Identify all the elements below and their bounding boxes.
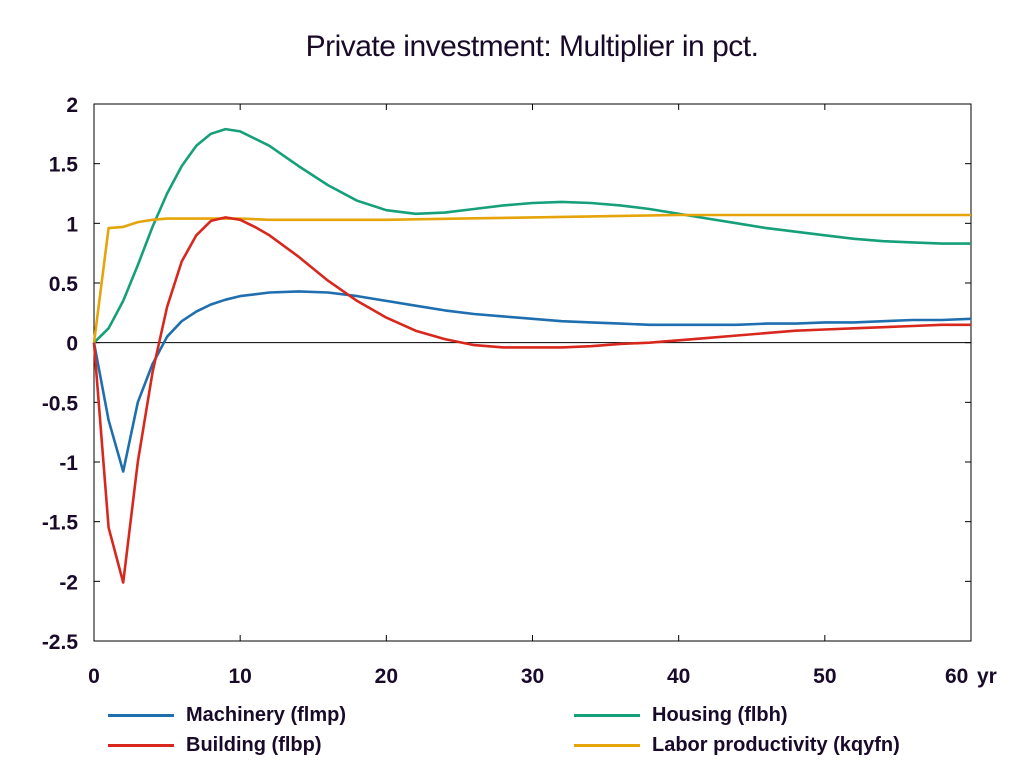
y-tick-label: 1 xyxy=(66,213,78,236)
y-tick-label: 1.5 xyxy=(49,154,79,177)
x-tick-label: 50 xyxy=(813,665,836,688)
y-tick-label: 0 xyxy=(66,333,78,356)
x-tick-label: 20 xyxy=(375,665,398,688)
legend-item-machinery: Machinery (flmp) xyxy=(108,704,346,727)
y-tick-label: -2 xyxy=(59,571,78,594)
x-tick-label: 0 xyxy=(88,665,100,688)
y-tick-label: 2 xyxy=(66,94,78,117)
legend-item-building: Building (flbp) xyxy=(108,734,322,757)
series-line-0 xyxy=(92,290,972,473)
y-tick-label: 0.5 xyxy=(49,273,79,296)
series-line-1 xyxy=(92,216,971,584)
series-line-2 xyxy=(93,127,971,344)
x-tick-label: 10 xyxy=(228,665,251,688)
legend-swatch-labor-productivity xyxy=(574,744,640,747)
x-tick-label: 60 xyxy=(945,665,968,688)
legend-swatch-machinery xyxy=(108,714,174,717)
legend-label-labor-productivity: Labor productivity (kqyfn) xyxy=(652,734,900,756)
plot-frame xyxy=(93,103,972,642)
x-unit-label: yr xyxy=(977,665,997,688)
x-tick-label: 40 xyxy=(667,665,690,688)
legend-item-labor-productivity: Labor productivity (kqyfn) xyxy=(574,734,900,757)
legend-label-machinery: Machinery (flmp) xyxy=(186,704,347,726)
legend-swatch-building xyxy=(108,744,174,747)
x-tick-label: 30 xyxy=(521,665,544,688)
legend-label-building: Building (flbp) xyxy=(186,734,322,756)
legend-label-housing: Housing (flbh) xyxy=(652,704,788,726)
y-tick-label: -0.5 xyxy=(42,392,79,415)
legend-swatch-housing xyxy=(574,714,640,717)
y-tick-label: -2.5 xyxy=(42,631,79,654)
chart-title: Private investment: Multiplier in pct. xyxy=(305,30,759,63)
y-tick-label: -1 xyxy=(59,452,78,475)
series-line-3 xyxy=(92,213,971,343)
y-tick-label: -1.5 xyxy=(42,512,79,535)
legend-item-housing: Housing (flbh) xyxy=(574,704,788,727)
